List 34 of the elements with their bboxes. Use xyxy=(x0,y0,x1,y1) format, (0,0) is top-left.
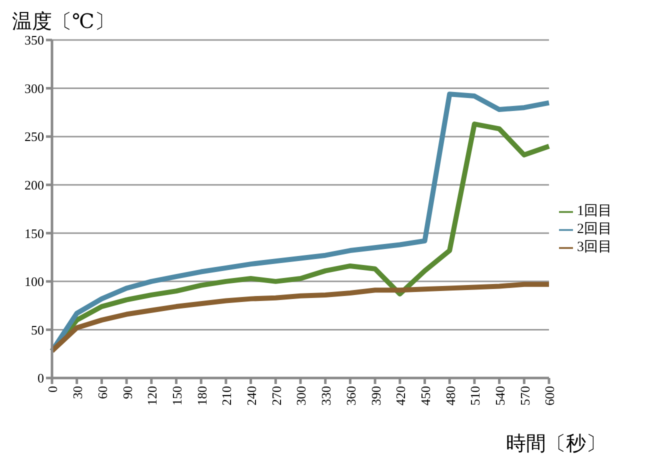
y-tick-label: 50 xyxy=(31,322,44,338)
x-tick-label: 330 xyxy=(318,386,334,406)
x-tick-label: 510 xyxy=(468,386,483,406)
y-tick-label: 200 xyxy=(24,177,44,192)
x-tick-label: 180 xyxy=(194,386,210,406)
y-axis-title: 温度〔℃〕 xyxy=(12,10,114,35)
x-tick-label: 240 xyxy=(244,386,260,406)
y-tick-label: 300 xyxy=(24,80,44,96)
y-tick-label: 100 xyxy=(24,274,44,290)
legend-label: 2回目 xyxy=(577,222,612,237)
x-tick-label: 420 xyxy=(393,386,408,406)
legend-label: 3回目 xyxy=(577,240,612,255)
y-tick-label: 250 xyxy=(24,129,44,144)
x-tick-label: 90 xyxy=(120,386,135,399)
y-tick-label: 0 xyxy=(38,370,44,386)
x-tick-label: 0 xyxy=(45,386,60,392)
x-tick-label: 540 xyxy=(492,386,508,406)
x-tick-label: 600 xyxy=(542,386,558,406)
x-tick-label: 480 xyxy=(442,386,458,406)
x-tick-label: 120 xyxy=(144,386,160,406)
x-tick-label: 150 xyxy=(169,386,184,406)
x-tick-label: 270 xyxy=(268,386,284,406)
x-tick-label: 450 xyxy=(418,386,433,406)
x-tick-label: 570 xyxy=(517,386,532,406)
y-tick-label: 350 xyxy=(24,32,44,48)
x-tick-label: 300 xyxy=(294,386,309,406)
x-tick-label: 210 xyxy=(219,386,234,406)
y-tick-label: 150 xyxy=(24,226,44,241)
x-axis-title: 時間〔秒〕 xyxy=(506,432,606,457)
x-tick-label: 30 xyxy=(70,386,86,399)
legend-label: 1回目 xyxy=(577,204,612,219)
x-tick-label: 390 xyxy=(368,386,384,406)
x-tick-label: 60 xyxy=(94,386,110,399)
x-tick-label: 360 xyxy=(343,386,358,406)
